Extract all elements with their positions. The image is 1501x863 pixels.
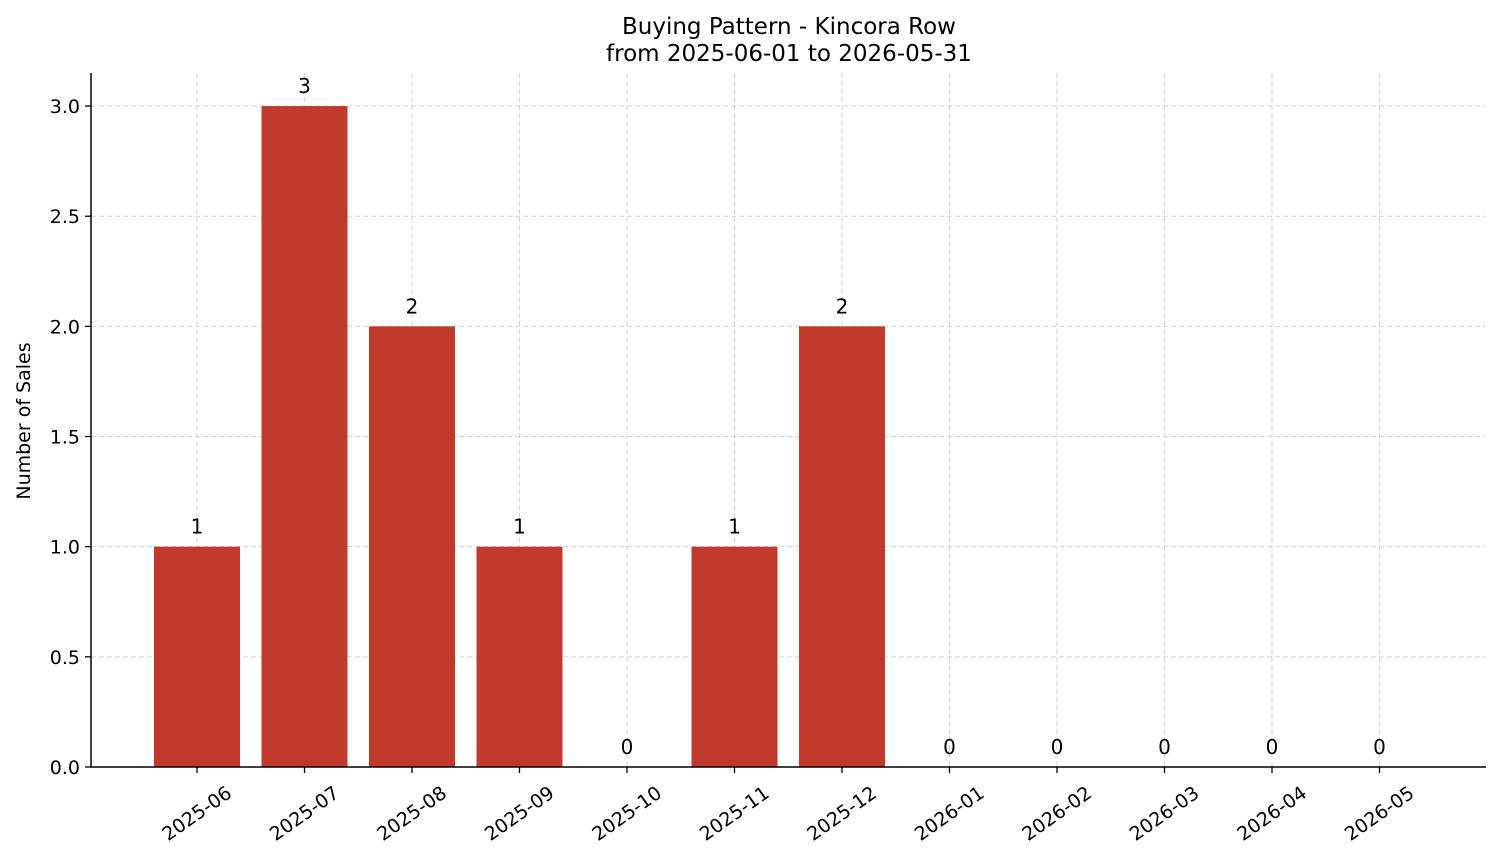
x-tick-label: 2025-10 (588, 782, 666, 846)
bar (691, 546, 778, 767)
bar (261, 106, 348, 768)
bar-value-label: 0 (1373, 735, 1386, 759)
x-tick-label: 2025-08 (373, 782, 451, 846)
x-ticks-layer: 2025-06 2025-07 2025-08 2025-09 2025-10 2025-… (158, 767, 1418, 846)
x-tick-label: 2025-12 (803, 782, 881, 846)
y-tick-label: 2.5 (50, 206, 80, 228)
x-tick-label: 2026-03 (1126, 782, 1204, 846)
y-tick-label: 0.0 (50, 757, 80, 779)
chart-title: Buying Pattern - Kincora Row (622, 14, 956, 40)
bar-value-label: 0 (1266, 735, 1279, 759)
x-tick-label: 2026-05 (1341, 782, 1419, 846)
bar (369, 326, 455, 767)
y-tick-label: 0.5 (50, 647, 80, 669)
y-tick-label: 1.5 (50, 427, 80, 449)
bar-value-label: 0 (1158, 735, 1171, 759)
x-tick-label: 2025-06 (158, 782, 236, 846)
bar-value-label: 2 (406, 294, 419, 318)
y-tick-label: 2.0 (50, 316, 80, 338)
bar (476, 546, 563, 767)
y-ticks-layer: 0.0 0.5 1.0 1.5 2.0 2.5 3.0 (50, 96, 91, 779)
x-tick-label: 2025-09 (481, 782, 559, 846)
bars-layer (154, 106, 885, 768)
y-axis-label: Number of Sales (13, 342, 35, 499)
y-tick-label: 1.0 (50, 537, 80, 559)
bar-value-label: 1 (191, 515, 204, 539)
bar-value-label: 1 (728, 515, 741, 539)
chart-subtitle: from 2025-06-01 to 2026-05-31 (606, 41, 972, 67)
bar-value-label: 0 (1051, 735, 1064, 759)
bar-value-label: 0 (943, 735, 956, 759)
x-tick-label: 2025-07 (266, 782, 344, 846)
bar (799, 326, 885, 767)
y-tick-label: 3.0 (50, 96, 80, 118)
bar (154, 546, 240, 767)
x-tick-label: 2025-11 (696, 782, 774, 846)
x-tick-label: 2026-02 (1018, 782, 1096, 846)
data-labels-layer: 1 3 2 1 0 1 2 0 0 0 0 0 (191, 74, 1386, 759)
bar-value-label: 3 (298, 74, 311, 98)
bar-value-label: 0 (621, 735, 634, 759)
bar-value-label: 2 (836, 294, 849, 318)
x-tick-label: 2026-04 (1233, 782, 1311, 846)
bar-value-label: 1 (513, 515, 526, 539)
x-tick-label: 2026-01 (911, 782, 989, 846)
